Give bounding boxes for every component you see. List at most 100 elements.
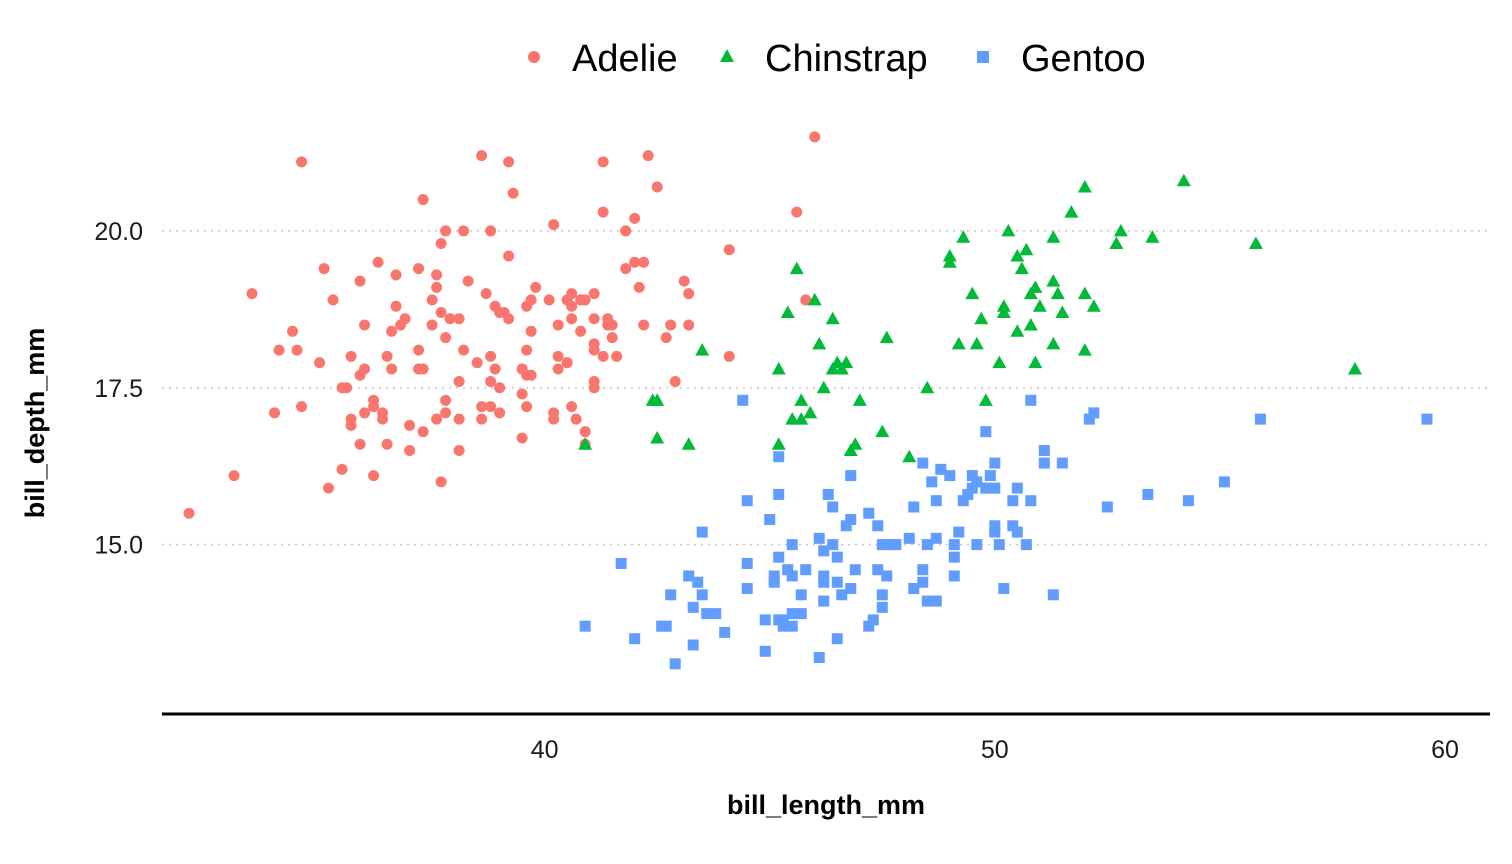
data-point-gentoo <box>917 564 929 576</box>
data-point-adelie <box>480 288 492 300</box>
data-point-adelie <box>291 344 303 356</box>
data-point-adelie <box>458 344 470 356</box>
data-point-gentoo <box>989 520 1001 532</box>
data-point-adelie <box>440 407 452 419</box>
data-point-gentoo <box>998 583 1010 595</box>
data-point-adelie <box>471 357 483 369</box>
data-point-adelie <box>570 413 582 425</box>
data-point-adelie <box>620 263 632 275</box>
data-point-gentoo <box>863 507 875 519</box>
data-point-adelie <box>426 319 438 331</box>
data-point-chinstrap <box>816 380 831 394</box>
data-point-adelie <box>435 306 447 318</box>
data-point-adelie <box>444 313 456 325</box>
data-point-gentoo <box>930 532 942 544</box>
legend-marker-chinstrap <box>720 49 734 62</box>
data-point-adelie <box>723 244 735 256</box>
data-point-adelie <box>476 401 488 413</box>
data-point-gentoo <box>948 570 960 582</box>
data-point-gentoo <box>818 595 830 607</box>
data-point-gentoo <box>917 576 929 588</box>
data-point-gentoo <box>629 633 641 645</box>
data-point-gentoo <box>768 576 780 588</box>
data-point-chinstrap <box>780 305 795 318</box>
data-point-adelie <box>431 281 443 293</box>
data-point-gentoo <box>840 520 852 532</box>
data-point-adelie <box>453 313 465 325</box>
data-point-adelie <box>381 438 393 450</box>
data-point-chinstrap <box>996 299 1011 312</box>
data-point-adelie <box>453 375 465 387</box>
data-point-gentoo <box>921 595 933 607</box>
x-axis-ticks: 40 50 60 <box>531 736 1459 764</box>
data-point-adelie <box>566 313 578 325</box>
data-point-adelie <box>458 225 470 237</box>
data-point-adelie <box>435 237 447 249</box>
data-point-chinstrap <box>978 393 993 406</box>
data-point-chinstrap <box>1086 299 1101 312</box>
data-point-adelie <box>381 350 393 362</box>
data-point-gentoo <box>867 614 879 626</box>
data-point-chinstrap <box>920 380 935 394</box>
data-point-gentoo <box>948 551 960 563</box>
data-point-adelie <box>566 401 578 413</box>
data-point-gentoo <box>890 539 902 551</box>
legend-label-adelie: Adelie <box>572 38 678 80</box>
data-point-adelie <box>548 219 560 231</box>
data-point-adelie <box>413 344 425 356</box>
data-point-adelie <box>597 350 609 362</box>
data-point-gentoo <box>944 470 956 482</box>
data-point-chinstrap <box>1176 173 1191 187</box>
data-point-adelie <box>543 294 555 306</box>
data-point-chinstrap <box>650 430 665 444</box>
data-point-adelie <box>683 288 695 300</box>
data-point-adelie <box>485 375 497 387</box>
data-point-gentoo <box>836 589 848 601</box>
legend-label-gentoo: Gentoo <box>1021 38 1146 80</box>
data-point-chinstrap <box>942 249 957 262</box>
data-point-gentoo <box>966 470 978 482</box>
x-tick-label: 40 <box>531 736 559 764</box>
data-point-adelie <box>354 275 366 287</box>
data-point-adelie <box>516 432 528 444</box>
data-point-gentoo <box>1025 394 1037 406</box>
data-point-adelie <box>485 401 497 413</box>
data-point-chinstrap <box>771 437 786 450</box>
y-tick-label: 20.0 <box>94 218 143 246</box>
data-point-gentoo <box>1101 501 1113 513</box>
data-point-gentoo <box>777 614 789 626</box>
data-point-adelie <box>597 156 609 168</box>
data-point-gentoo <box>935 463 947 475</box>
data-point-chinstrap <box>785 412 800 425</box>
data-point-adelie <box>588 313 600 325</box>
data-point-adelie <box>372 256 384 268</box>
data-point-adelie <box>404 445 416 457</box>
data-point-gentoo <box>876 539 888 551</box>
data-point-chinstrap <box>681 437 696 450</box>
data-point-adelie <box>314 357 326 369</box>
data-point-gentoo <box>980 482 992 494</box>
data-point-adelie <box>597 206 609 218</box>
data-point-chinstrap <box>1046 336 1061 350</box>
data-point-adelie <box>548 407 560 419</box>
data-point-chinstrap <box>956 230 971 243</box>
data-point-adelie <box>453 445 465 457</box>
data-point-gentoo <box>696 589 708 601</box>
data-point-adelie <box>566 288 578 300</box>
data-point-adelie <box>399 313 411 325</box>
data-point-chinstrap <box>807 292 822 306</box>
data-point-gentoo <box>921 539 933 551</box>
y-axis-ticks: 15.0 17.5 20.0 <box>94 218 143 560</box>
data-point-adelie <box>723 350 735 362</box>
data-point-chinstrap <box>1023 318 1038 331</box>
data-point-gentoo <box>827 539 839 551</box>
data-point-gentoo <box>687 601 699 613</box>
data-point-gentoo <box>989 526 1001 538</box>
data-point-adelie <box>629 212 641 224</box>
data-point-gentoo <box>1007 520 1019 532</box>
data-point-chinstrap <box>825 361 840 375</box>
data-points <box>183 131 1433 670</box>
data-point-gentoo <box>1182 495 1194 507</box>
data-point-gentoo <box>800 564 812 576</box>
